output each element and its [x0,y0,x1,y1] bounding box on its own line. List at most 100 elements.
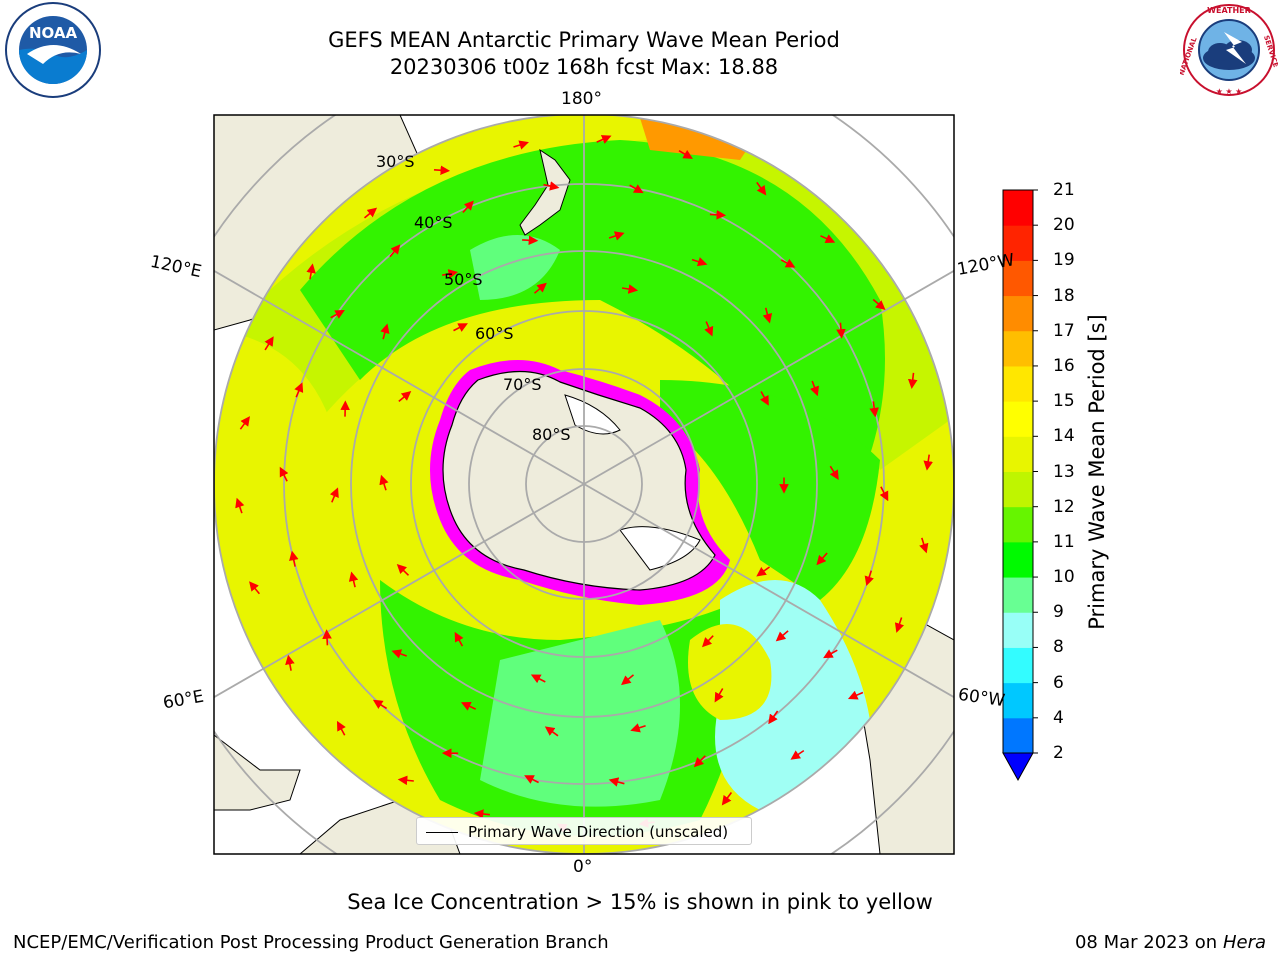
wave-direction-arrow [453,323,468,332]
field-yellow-west [214,330,380,720]
lat-label-40s: 40°S [414,213,453,232]
colorbar-segment [1003,506,1033,543]
wave-direction-arrow [829,465,839,481]
wave-direction-arrow [543,181,560,191]
legend-text: Primary Wave Direction (unscaled) [468,823,729,841]
colorbar [1002,189,1038,782]
colorbar-segment [1003,190,1033,226]
colorbar-tick-label: 11 [1053,531,1075,552]
africa-land [214,734,301,811]
wave-direction-arrow [264,336,274,351]
colorbar-tick-label: 14 [1053,426,1075,447]
wave-direction-arrow [454,631,464,647]
colorbar-tick-label: 4 [1053,707,1064,728]
colorbar-tick-label: 6 [1053,672,1064,693]
colorbar-segment [1003,612,1033,648]
wave-direction-arrow [714,688,724,703]
colorbar-segment [1003,647,1033,684]
wave-direction-arrow [823,649,838,659]
svg-text:NOAA: NOAA [29,24,78,42]
wave-direction-arrow [629,184,644,194]
wave-direction-arrow [249,581,261,595]
wave-direction-arrow [372,699,388,710]
map-frame [213,114,955,855]
colorbar-tick-label: 16 [1053,355,1075,376]
wave-direction-arrow [864,570,874,587]
graticule [214,115,954,854]
footer-credit: NCEP/EMC/Verification Post Processing Pr… [13,932,609,953]
wave-direction-arrow [398,391,412,403]
colorbar-segment [1003,365,1033,402]
noaa-logo: NOAA [5,2,101,98]
map-legend: Primary Wave Direction (unscaled) [416,817,752,845]
wave-direction-arrow [907,372,918,389]
field-green-east [660,380,880,600]
wave-direction-arrow [522,235,539,246]
wave-direction-arrow [816,552,828,566]
wave-direction-arrow [473,809,490,819]
colorbar-segment [1003,682,1033,719]
colorbar-tick-label: 18 [1053,285,1075,306]
colorbar-tick-label: 17 [1053,320,1075,341]
legend-line-swatch [426,832,458,833]
colorbar-tick-label: 21 [1053,180,1075,200]
colorbar-tick-label: 10 [1053,567,1075,588]
lat-label-60s: 60°S [475,324,514,343]
wave-direction-arrow [433,165,451,176]
wave-direction-arrow [775,630,789,642]
wave-direction-arrow [322,629,332,646]
colorbar-segment [1003,225,1033,261]
lon-label-top: 180° [561,89,602,109]
wave-direction-arrow [809,380,819,397]
wave-direction-arrow [608,231,625,241]
colorbar-tick-label: 13 [1053,461,1075,482]
colorbar-segment [1003,577,1033,613]
wave-direction-arrow [596,135,612,144]
field-mint-south [480,620,680,807]
wave-direction-arrow [336,720,346,736]
colorbar-tick-label: 15 [1053,391,1075,412]
map-subtitle: 20230306 t00z 168h fcst Max: 18.88 [389,55,779,79]
new-zealand [519,148,571,236]
colorbar-tick-label: 8 [1053,637,1064,658]
wave-direction-arrow [701,635,714,648]
wave-direction-arrow [621,284,639,294]
wave-direction-arrow [923,454,933,471]
wave-direction-arrow [709,210,727,220]
wave-direction-arrow [780,258,796,268]
wave-direction-arrow [294,382,304,398]
wave-direction-arrow [239,416,250,430]
colorbar-tick-label: 19 [1053,250,1075,271]
lat-label-50s: 50°S [444,270,483,289]
wave-direction-arrow [820,234,836,243]
wave-direction-arrow [762,307,773,324]
wave-direction-arrow [919,537,929,554]
footer-date-text: 08 Mar 2023 on [1074,932,1218,953]
wave-direction-arrow [396,563,410,576]
wave-direction-arrow [524,775,539,784]
lat-label-30s: 30°S [376,152,415,171]
colorbar-tick-label: 12 [1053,496,1075,517]
wave-direction-arrow [348,571,359,588]
lat-label-80s: 80°S [532,425,571,444]
colorbar-segment [1003,295,1033,332]
wave-direction-arrow [760,391,769,406]
wave-direction-arrow [693,755,706,768]
colorbar-segment [1003,541,1033,578]
wave-direction-arrow [306,263,316,280]
wave-direction-arrow [608,777,625,787]
wave-direction-arrow [836,322,846,339]
wave-direction-arrow [790,749,805,760]
wave-direction-arrow [329,487,339,503]
colorbar-tick-label: 2 [1053,743,1064,763]
wave-direction-arrow [285,654,295,671]
wave-direction-arrow [460,701,477,711]
wave-direction-arrow [847,690,864,700]
wave-direction-arrow [869,401,879,418]
wave-direction-arrow [379,474,389,491]
colorbar-segment [1003,401,1033,437]
wave-direction-arrow [533,282,547,294]
field-mint-north [470,235,560,300]
sea-ice-caption: Sea Ice Concentration > 15% is shown in … [347,890,933,914]
wave-direction-arrow [879,486,889,502]
